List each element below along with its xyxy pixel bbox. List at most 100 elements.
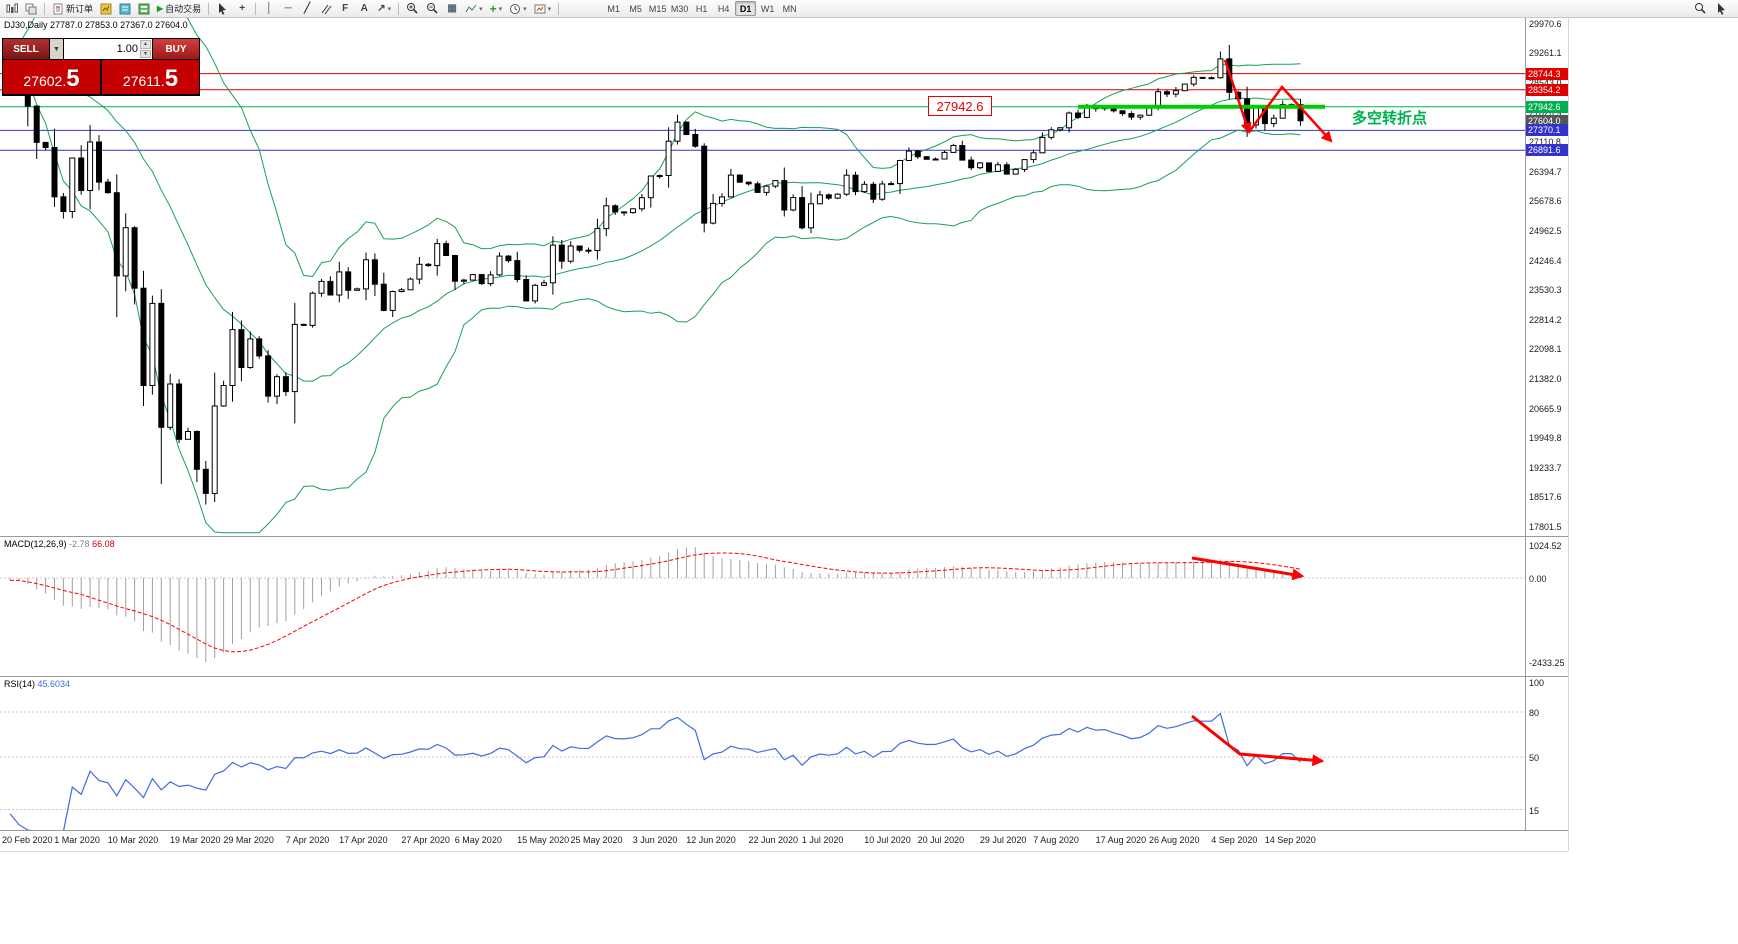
price-line-badge: 26891.6 (1526, 144, 1568, 157)
new-order-icon (53, 3, 63, 14)
tile-windows-icon: ▦ (447, 2, 457, 14)
pointer-icon (1718, 3, 1725, 15)
date-axis-label: 1 Jul 2020 (801, 835, 844, 845)
template-icon (534, 4, 546, 13)
rsi-axis-label: 80 (1529, 708, 1540, 718)
search-icon (1695, 3, 1706, 14)
date-axis-label: 7 Apr 2020 (285, 835, 330, 845)
date-axis-label: 15 May 2020 (517, 835, 570, 845)
price-line-badge: 28354.2 (1526, 83, 1568, 96)
auto-trading-label: 自动交易 (165, 4, 202, 14)
clock-icon (510, 3, 521, 14)
toolbar-separator (255, 2, 257, 15)
timeframe-toolbar: M1 M5 M15 M30 H1 H4 D1 W1 MN (603, 1, 800, 16)
new-order-button[interactable]: 新订单 (49, 1, 96, 17)
volume-dropdown-button[interactable]: ▼ (50, 39, 63, 59)
timeframe-h1[interactable]: H1 (695, 3, 708, 14)
vertical-line-icon: │ (266, 2, 273, 14)
zoom-out-button[interactable] (423, 1, 442, 17)
date-axis-label: 26 Aug 2020 (1149, 835, 1200, 845)
period-button[interactable]: ▾ (506, 1, 530, 17)
play-icon: ▶ (157, 3, 164, 13)
navigator-button[interactable] (135, 1, 153, 17)
date-axis-label: 27 Apr 2020 (401, 835, 450, 845)
price-axis-label: 20665.9 (1529, 403, 1562, 414)
timeframe-m1[interactable]: M1 (607, 3, 620, 14)
macd-arrow (1191, 556, 1305, 581)
chart-profiles-button[interactable] (22, 1, 40, 17)
timeframe-w1[interactable]: W1 (760, 3, 775, 14)
sell-button[interactable]: SELL (3, 39, 49, 59)
date-axis-label: 20 Jul 2020 (917, 835, 965, 845)
rsi-axis-label: 15 (1529, 805, 1540, 816)
timeframe-m30[interactable]: M30 (670, 3, 689, 14)
tile-windows-button[interactable]: ▦ (443, 1, 461, 17)
price-axis[interactable]: 29970.629261.128543.027826.927110.826394… (1526, 18, 1568, 944)
rsi-indicator-panel[interactable] (0, 677, 1525, 830)
candlesticks (7, 44, 1304, 505)
macd-axis-label: 1024.52 (1529, 541, 1562, 551)
chevron-down-icon: ▾ (479, 5, 483, 13)
date-axis-label: 17 Apr 2020 (339, 835, 388, 845)
sell-price-button[interactable]: 27602. 5 (3, 60, 100, 94)
fibonacci-button[interactable]: F (336, 1, 354, 17)
rsi-axis-label: 100 (1529, 678, 1545, 688)
price-axis-label: 26394.7 (1529, 166, 1562, 177)
horizontal-price-lines (0, 73, 1525, 151)
timeframe-m15[interactable]: M15 (648, 3, 667, 14)
rsi-label: RSI(14) 45.6034 (4, 679, 70, 689)
macd-main-value: -2.78 (69, 539, 90, 549)
vertical-line-button[interactable]: │ (260, 1, 278, 17)
rsi-arrow (1191, 714, 1325, 767)
zoom-in-icon (407, 3, 418, 14)
timeframe-d1[interactable]: D1 (735, 1, 757, 16)
crosshair-button[interactable]: + (233, 1, 251, 17)
pointer-button[interactable] (1712, 1, 1731, 17)
stepper-up-icon[interactable]: ▲ (140, 40, 151, 49)
chart-profiles-icon (25, 3, 37, 14)
cursor-button[interactable] (213, 1, 232, 17)
new-chart-button[interactable] (3, 1, 21, 17)
search-button[interactable] (1691, 1, 1710, 17)
chevron-down-icon: ▾ (523, 5, 527, 13)
buy-price-button[interactable]: 27611. 5 (102, 60, 199, 94)
add-indicator-button[interactable]: + ▾ (487, 1, 506, 17)
market-watch-button[interactable] (97, 1, 115, 17)
data-window-button[interactable] (116, 1, 134, 17)
market-watch-icon (100, 3, 112, 14)
price-axis-label: 27110.8 (1529, 137, 1561, 148)
macd-axis-label: -2433.25 (1529, 658, 1565, 668)
toolbar-separator (44, 2, 45, 15)
auto-trading-button[interactable]: ▶ 自动交易 (154, 1, 204, 17)
date-axis-label: 10 Mar 2020 (107, 835, 159, 845)
toolbar-separator (558, 2, 560, 15)
main-price-chart[interactable] (0, 18, 1525, 536)
window-edge (0, 851, 1568, 852)
macd-name: MACD(12,26,9) (4, 539, 67, 549)
timeframe-h4[interactable]: H4 (717, 3, 730, 14)
indicators-button[interactable]: ▾ (462, 1, 486, 17)
template-button[interactable]: ▾ (531, 1, 555, 17)
channel-button[interactable] (317, 1, 335, 17)
macd-signal-value: 66.08 (92, 539, 115, 549)
panel-separator (0, 830, 1568, 831)
macd-indicator-panel[interactable] (0, 537, 1525, 676)
timeframe-m5[interactable]: M5 (629, 3, 642, 14)
buy-button[interactable]: BUY (153, 39, 199, 59)
stepper-down-icon[interactable]: ▼ (140, 49, 151, 58)
chevron-down-icon: ▾ (498, 5, 503, 13)
date-axis-label: 22 Jun 2020 (748, 835, 799, 845)
date-axis-label: 12 Jun 2020 (686, 835, 736, 845)
text-button[interactable]: A (355, 1, 373, 17)
chevron-down-icon: ▾ (387, 5, 392, 13)
timeframe-mn[interactable]: MN (782, 3, 797, 14)
arrows-button[interactable]: ↗ ▾ (374, 1, 394, 17)
volume-input[interactable] (64, 39, 152, 59)
zoom-out-icon (427, 3, 438, 14)
zoom-in-button[interactable] (403, 1, 422, 17)
price-axis-label: 24246.4 (1529, 255, 1562, 266)
horizontal-line-button[interactable]: ─ (279, 1, 297, 17)
trendline-button[interactable]: ╱ (298, 1, 316, 17)
date-axis[interactable]: 20 Feb 2020 1 Mar 2020 10 Mar 2020 19 Mar 2… (0, 831, 1568, 851)
rsi-line (9, 712, 1301, 830)
